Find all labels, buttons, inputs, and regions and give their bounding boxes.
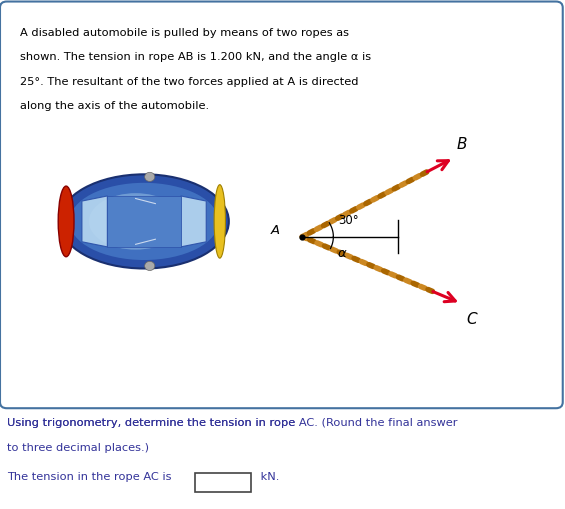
FancyBboxPatch shape [195,473,251,492]
Ellipse shape [214,185,225,258]
Ellipse shape [69,183,219,260]
Ellipse shape [58,186,74,257]
Text: kN.: kN. [257,472,280,483]
Text: Using trigonometry, determine the tension in rope AC. (Round the final answer: Using trigonometry, determine the tensio… [7,418,457,429]
Text: 25°. The resultant of the two forces applied at A is directed: 25°. The resultant of the two forces app… [20,77,358,87]
Text: to three decimal places.): to three decimal places.) [7,443,149,453]
Ellipse shape [145,172,155,182]
Text: shown. The tension in rope AB is 1.200 kN, and the angle α is: shown. The tension in rope AB is 1.200 k… [20,52,371,63]
Polygon shape [107,196,181,247]
Text: 30°: 30° [338,214,359,227]
Text: along the axis of the automobile.: along the axis of the automobile. [20,101,209,111]
Ellipse shape [59,174,229,269]
Ellipse shape [145,262,155,271]
Ellipse shape [89,193,182,250]
FancyBboxPatch shape [0,2,563,408]
Text: Using trigonometry, determine the tension in rope: Using trigonometry, determine the tensio… [7,418,299,429]
Polygon shape [82,196,107,247]
Polygon shape [181,196,206,247]
Text: B: B [457,136,467,152]
Text: C: C [467,312,477,327]
Text: α: α [338,247,346,260]
Text: The tension in the rope AC is: The tension in the rope AC is [7,472,171,483]
Text: A: A [271,224,280,237]
Text: A disabled automobile is pulled by means of two ropes as: A disabled automobile is pulled by means… [20,28,349,38]
